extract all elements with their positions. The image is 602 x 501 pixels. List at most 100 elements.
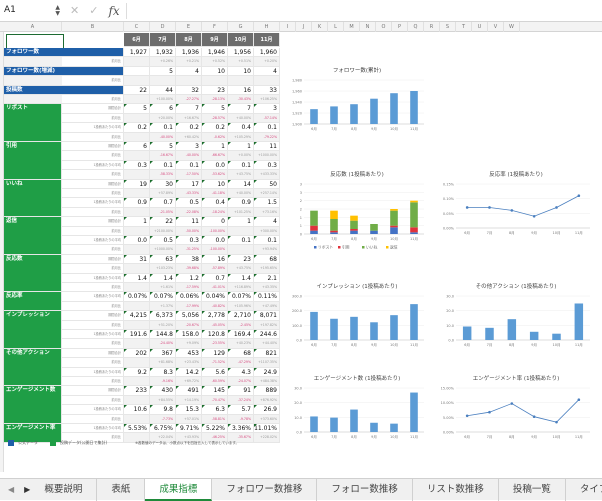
value-cell[interactable]: 22 (124, 85, 150, 95)
value-cell[interactable]: 821 (254, 348, 280, 359)
pct-cell[interactable]: +0.21% (176, 57, 202, 67)
pct-cell[interactable]: +81.68% (150, 358, 176, 368)
pct-cell[interactable]: -70.47% (202, 395, 228, 406)
pct-cell[interactable]: +228.02% (254, 433, 280, 443)
value-cell[interactable]: 0.1 (254, 236, 280, 246)
pct-cell[interactable] (124, 320, 150, 330)
pct-cell[interactable]: -41.18% (202, 189, 228, 199)
pct-cell[interactable]: -28.13% (202, 95, 228, 105)
pct-cell[interactable] (176, 76, 202, 86)
value-cell[interactable]: 0.1 (150, 160, 176, 171)
pct-cell[interactable]: +105.29% (228, 132, 254, 142)
value-cell[interactable]: 0.7 (202, 273, 228, 283)
pct-cell[interactable]: -66.67% (202, 151, 228, 161)
pct-cell[interactable]: -9.16% (150, 377, 176, 387)
value-cell[interactable]: 4 (254, 217, 280, 227)
pct-cell[interactable] (124, 377, 150, 387)
pct-cell[interactable]: -40.00% (150, 132, 176, 142)
pct-cell[interactable]: -47.29% (228, 358, 254, 368)
pct-cell[interactable]: -22.08% (176, 207, 202, 218)
pct-cell[interactable]: -35.67% (228, 433, 254, 443)
column-header-t[interactable]: T (456, 22, 472, 32)
value-cell[interactable]: 44 (150, 85, 176, 95)
tab-post-list[interactable]: 投稿一覧 (499, 478, 566, 501)
pct-cell[interactable]: +43.93% (176, 433, 202, 443)
pct-cell[interactable]: +73.16% (254, 207, 280, 218)
column-header-s[interactable]: S (440, 22, 456, 32)
value-cell[interactable]: 244.6 (254, 330, 280, 340)
pct-cell[interactable]: -58.33% (150, 170, 176, 180)
pct-cell[interactable] (124, 395, 150, 406)
value-cell[interactable]: 16 (228, 85, 254, 95)
value-cell[interactable]: 0.7 (150, 198, 176, 208)
pct-cell[interactable] (124, 207, 150, 218)
value-cell[interactable]: 0.11% (254, 292, 280, 302)
tab-prev-icon[interactable]: ◀ (8, 485, 15, 494)
value-cell[interactable]: 7 (228, 104, 254, 114)
value-cell[interactable]: 17 (176, 179, 202, 189)
column-header-d[interactable]: D (150, 22, 176, 32)
pct-cell[interactable]: +57.01% (176, 414, 202, 424)
pct-cell[interactable]: -50.00% (176, 226, 202, 236)
name-box[interactable]: A1 ▲ ▼ (0, 2, 62, 20)
value-cell[interactable]: 9.2 (124, 367, 150, 377)
value-cell[interactable]: 453 (176, 348, 202, 359)
pct-cell[interactable]: -58.81% (202, 414, 228, 424)
pct-cell[interactable]: -79.22% (254, 132, 280, 142)
value-cell[interactable]: 38 (176, 254, 202, 265)
cancel-icon[interactable]: ✕ (70, 4, 80, 17)
pct-cell[interactable]: +197.82% (254, 320, 280, 330)
pct-cell[interactable]: +43.35% (254, 283, 280, 293)
value-cell[interactable]: 191.6 (124, 330, 150, 340)
value-cell[interactable]: 0.9 (228, 198, 254, 208)
pct-cell[interactable]: +484.38% (254, 377, 280, 387)
value-cell[interactable]: 5.22% (202, 424, 228, 434)
pct-cell[interactable] (124, 76, 150, 86)
value-cell[interactable]: 26.9 (254, 405, 280, 415)
pct-cell[interactable] (124, 414, 150, 424)
pct-cell[interactable] (124, 113, 150, 124)
pct-cell[interactable]: +116.89% (228, 283, 254, 293)
value-cell[interactable]: 5 (150, 66, 176, 77)
value-cell[interactable]: 16 (202, 254, 228, 265)
pct-cell[interactable] (124, 433, 150, 443)
value-cell[interactable]: 1,960 (254, 48, 280, 58)
value-cell[interactable]: 6.75% (150, 424, 176, 434)
pct-cell[interactable] (124, 95, 150, 105)
column-header-b[interactable]: B (62, 22, 124, 32)
value-cell[interactable]: 10 (228, 66, 254, 77)
value-cell[interactable]: 9.8 (150, 405, 176, 415)
pct-cell[interactable]: +57.89% (150, 189, 176, 199)
pct-cell[interactable]: -17.50% (176, 170, 202, 180)
value-cell[interactable]: 233 (124, 386, 150, 396)
value-cell[interactable]: 1 (124, 217, 150, 227)
value-cell[interactable]: 2.1 (254, 273, 280, 283)
chart-engagement-rate[interactable]: エンゲージメント率 (1投稿あたり) 0.00% 5.00% 10.00% 15.00%… (436, 374, 596, 446)
pct-cell[interactable]: -20.67% (176, 320, 202, 330)
column-header-p[interactable]: P (392, 22, 408, 32)
pct-cell[interactable]: -17.59% (176, 283, 202, 293)
column-header-m[interactable]: M (344, 22, 360, 32)
pct-cell[interactable]: -16.67% (150, 151, 176, 161)
value-cell[interactable]: 0.1 (228, 236, 254, 246)
chart-follower-total[interactable]: フォロワー数(累計) 1,900 1,920 1,940 1,960 1,980 6月 7月 8… (284, 66, 430, 138)
pct-cell[interactable]: -37.24% (228, 395, 254, 406)
value-cell[interactable]: 91 (228, 386, 254, 396)
value-cell[interactable]: 0.5 (176, 198, 202, 208)
column-header-o[interactable]: O (376, 22, 392, 32)
value-cell[interactable]: 0.06% (176, 292, 202, 302)
value-cell[interactable]: 145 (202, 386, 228, 396)
pct-cell[interactable]: +84.55% (150, 395, 176, 406)
value-cell[interactable]: 5,056 (176, 311, 202, 321)
value-cell[interactable]: 120.8 (202, 330, 228, 340)
column-header-w[interactable]: W (504, 22, 520, 32)
pct-cell[interactable]: -57.89% (202, 264, 228, 274)
value-cell[interactable]: 1.4 (124, 273, 150, 283)
pct-cell[interactable] (124, 189, 150, 199)
pct-cell[interactable]: +105.96% (228, 301, 254, 312)
value-cell[interactable]: 1 (228, 142, 254, 152)
pct-cell[interactable]: +43.75% (228, 170, 254, 180)
pct-cell[interactable]: +93.94% (254, 245, 280, 255)
value-cell[interactable]: 2,778 (202, 311, 228, 321)
value-cell[interactable]: 367 (150, 348, 176, 359)
